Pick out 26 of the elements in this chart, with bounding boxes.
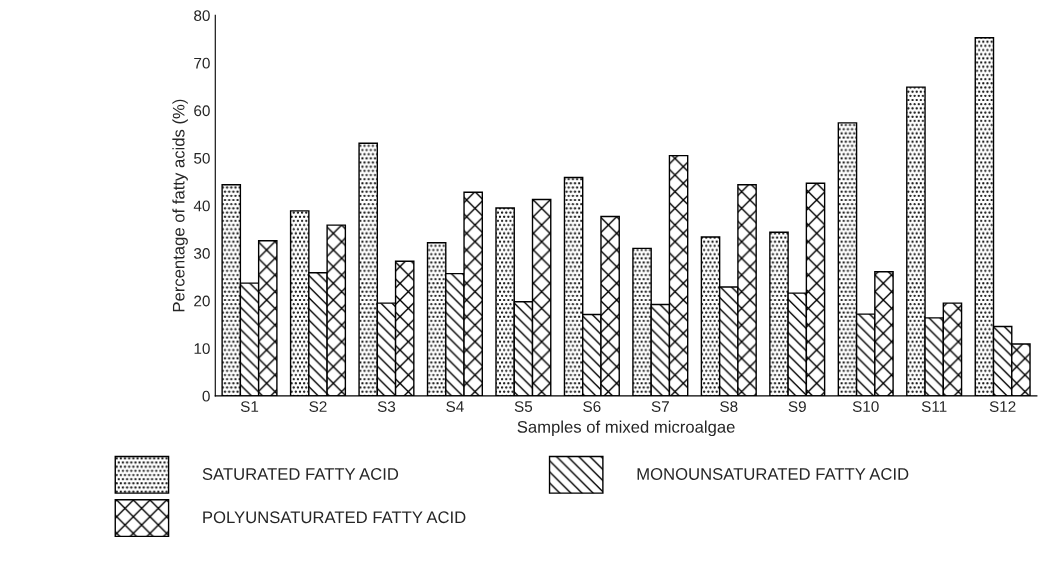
y-tick-label: 70 xyxy=(194,57,210,69)
legend-label: MONOUNSATURATED FATTY ACID xyxy=(637,468,909,480)
legend-label: POLYUNSATURATED FATTY ACID xyxy=(203,511,466,524)
y-tick-label: 20 xyxy=(194,295,210,307)
x-tick-label: S3 xyxy=(377,401,396,412)
x-tick-label: S8 xyxy=(720,401,738,412)
x-tick-label: S4 xyxy=(446,401,464,412)
x-tick-label: S10 xyxy=(852,401,879,412)
y-tick-label: 40 xyxy=(193,200,210,212)
x-tick-label: S6 xyxy=(583,401,601,412)
x-tick-label: S2 xyxy=(309,401,327,412)
y-tick-label: 80 xyxy=(194,10,210,22)
y-tick-label: 30 xyxy=(194,248,210,259)
x-tick-label: S1 xyxy=(240,401,259,412)
y-tick-label: 50 xyxy=(194,152,210,164)
x-tick-label: S11 xyxy=(921,401,947,412)
x-tick-label: S7 xyxy=(651,401,669,412)
x-tick-label: S5 xyxy=(514,401,533,412)
x-tick-label: S9 xyxy=(788,401,806,412)
y-axis-title: Percentage of fatty acids (%) xyxy=(172,99,188,312)
y-tick-label: 0 xyxy=(202,390,210,402)
legend-label: SATURATED FATTY ACID xyxy=(202,468,399,480)
x-tick-label: S12 xyxy=(989,401,1016,412)
x-axis-title: Samples of mixed microalgae xyxy=(517,420,735,437)
y-tick-label: 60 xyxy=(194,105,210,117)
y-tick-label: 10 xyxy=(194,343,210,355)
